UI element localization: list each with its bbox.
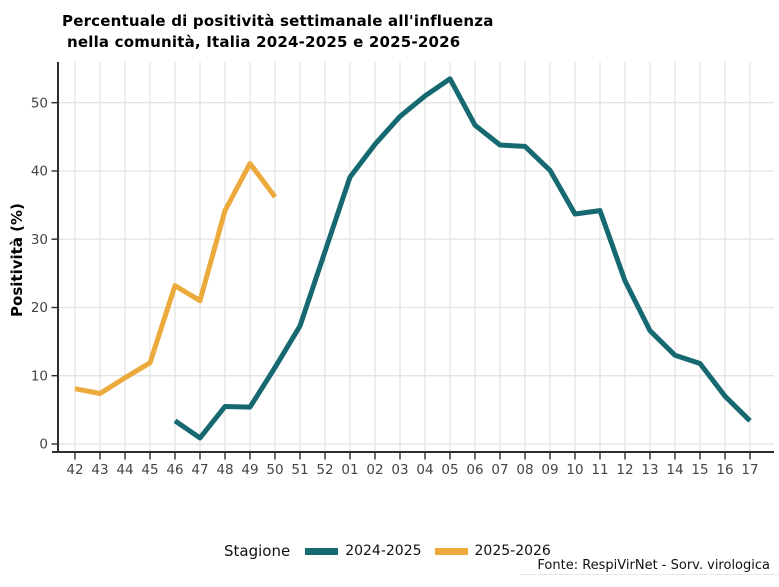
- legend-item-2025-2026: 2025-2026: [434, 543, 551, 559]
- y-tick-label: 40: [31, 164, 48, 180]
- x-tick-label: 11: [591, 462, 608, 478]
- x-tick-label: 51: [291, 462, 308, 478]
- x-tick-label: 44: [116, 462, 133, 478]
- legend-label-2025-2026: 2025-2026: [474, 543, 551, 559]
- y-tick-label: 0: [39, 437, 48, 453]
- legend-item-2024-2025: 2024-2025: [305, 543, 422, 559]
- source-note: Fonte: RespiVirNet - Sorv. virologica: [537, 558, 770, 573]
- x-tick-label: 17: [741, 462, 758, 478]
- y-tick-label: 30: [31, 232, 48, 248]
- x-tick-label: 49: [241, 462, 258, 478]
- x-tick-label: 13: [641, 462, 658, 478]
- x-tick-label: 12: [616, 462, 633, 478]
- x-tick-label: 14: [666, 462, 683, 478]
- x-tick-label: 48: [216, 462, 233, 478]
- x-tick-label: 42: [66, 462, 83, 478]
- series-line-2025-2026: [74, 161, 278, 396]
- x-tick-label: 06: [466, 462, 483, 478]
- footer-rule: [520, 574, 779, 575]
- y-tick-label: 20: [31, 300, 48, 316]
- x-tick-label: 52: [316, 462, 333, 478]
- x-tick-label: 03: [391, 462, 408, 478]
- legend-label-2024-2025: 2024-2025: [345, 543, 422, 559]
- x-tick-label: 02: [366, 462, 383, 478]
- legend-swatch-2024-2025: [305, 547, 339, 555]
- y-tick-label: 10: [31, 368, 48, 384]
- x-tick-label: 04: [416, 462, 433, 478]
- x-tick-label: 08: [516, 462, 533, 478]
- x-tick-label: 15: [691, 462, 708, 478]
- chart-title: Percentuale di positività settimanale al…: [62, 11, 494, 53]
- x-tick-label: 05: [441, 462, 458, 478]
- legend: Stagione 2024-2025 2025-2026: [224, 540, 551, 562]
- x-tick-label: 07: [491, 462, 508, 478]
- legend-title: Stagione: [224, 542, 291, 560]
- x-tick-label: 16: [716, 462, 733, 478]
- legend-swatch-2025-2026: [434, 547, 468, 555]
- x-tick-label: 47: [191, 462, 208, 478]
- series-line-2024-2025: [173, 76, 752, 441]
- x-tick-label: 10: [566, 462, 583, 478]
- x-tick-label: 09: [541, 462, 558, 478]
- y-tick-label: 50: [31, 95, 48, 111]
- x-tick-label: 45: [141, 462, 158, 478]
- chart-title-line1: Percentuale di positività settimanale al…: [62, 12, 494, 30]
- x-tick-label: 46: [166, 462, 183, 478]
- x-tick-label: 01: [341, 462, 358, 478]
- x-tick-label: 50: [266, 462, 283, 478]
- x-tick-label: 43: [91, 462, 108, 478]
- chart-title-line2: nella comunità, Italia 2024-2025 e 2025-…: [67, 33, 461, 51]
